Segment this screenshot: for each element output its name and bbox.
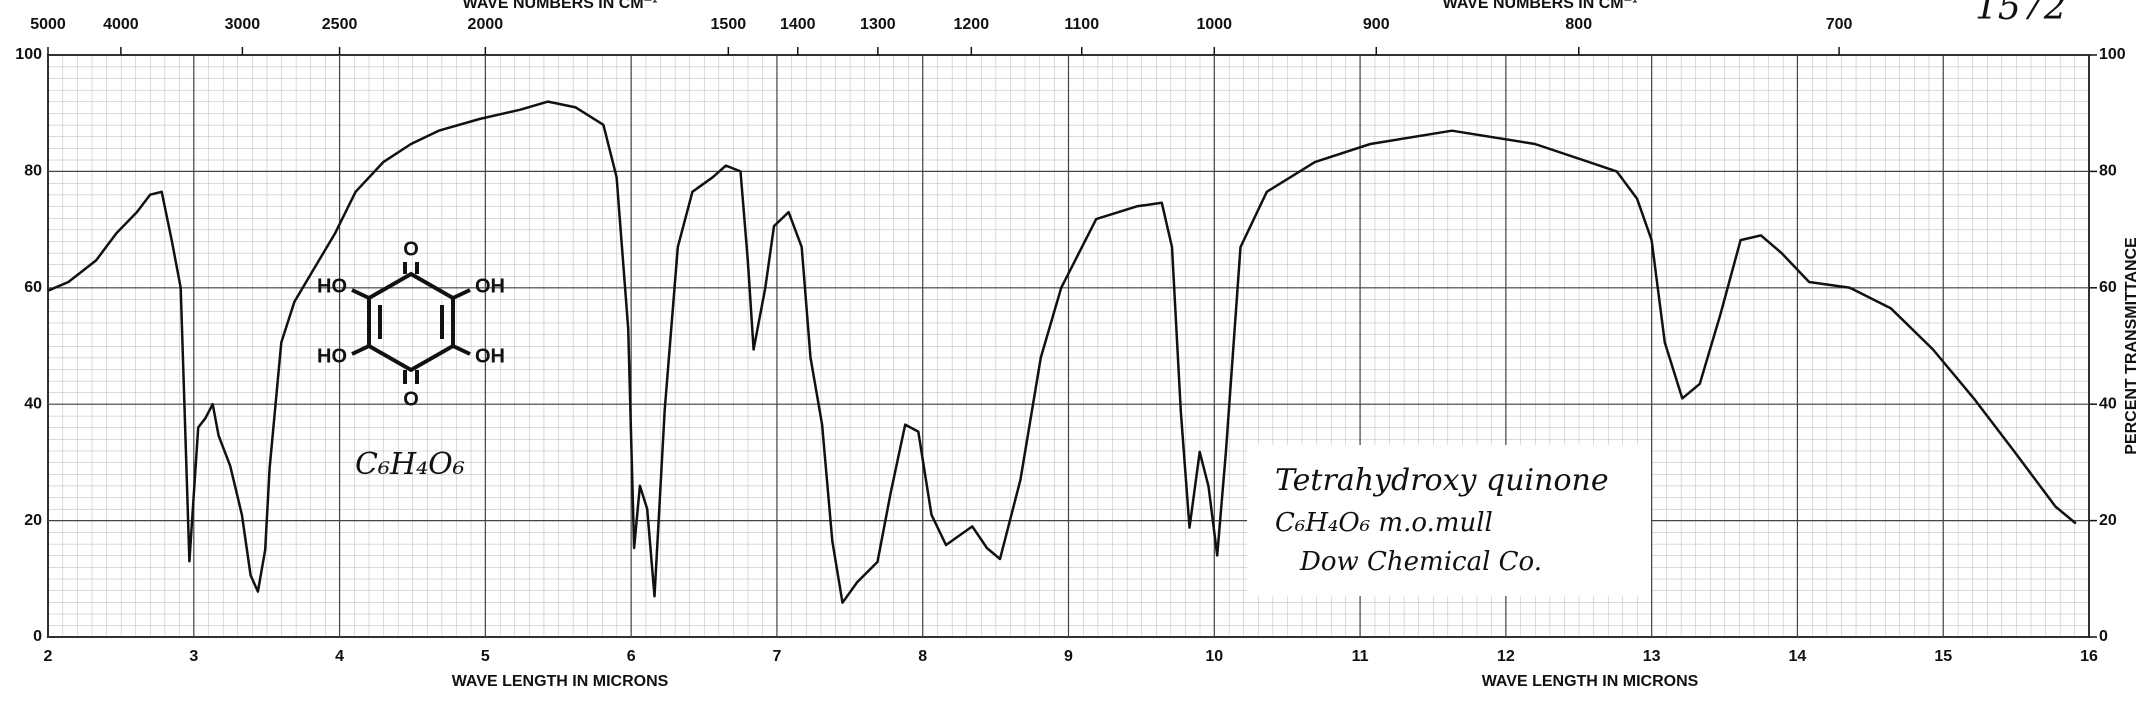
x-tick-label: 12 xyxy=(1497,648,1515,665)
x2-tick-label: 1300 xyxy=(860,16,896,33)
x-tick-label: 8 xyxy=(918,648,927,665)
x-tick-label: 15 xyxy=(1934,648,1952,665)
x-tick-label: 6 xyxy=(627,648,636,665)
x-tick-label: 3 xyxy=(189,648,198,665)
x2-tick-label: 800 xyxy=(1565,16,1592,33)
y-tick-label: 0 xyxy=(33,628,42,645)
atom-label: OH xyxy=(475,275,505,297)
x-tick-label: 7 xyxy=(772,648,781,665)
x2-tick-label: 900 xyxy=(1363,16,1390,33)
x-tick-label: 4 xyxy=(335,648,344,665)
x2-tick-label: 700 xyxy=(1826,16,1853,33)
structure xyxy=(351,262,471,384)
atom-label: HO xyxy=(317,275,347,297)
x-tick-label: 13 xyxy=(1643,648,1661,665)
annotation: Dow Chemical Co. xyxy=(1299,547,1542,577)
atom-label: O xyxy=(403,388,419,410)
y-tick-label: 80 xyxy=(24,163,42,180)
x-axis-title: WAVE LENGTH IN MICRONS xyxy=(1482,673,1699,690)
x2-tick-label: 2500 xyxy=(322,16,358,33)
x2-tick-label: 4000 xyxy=(103,16,139,33)
bond xyxy=(351,344,370,356)
y-tick-label: 20 xyxy=(24,512,42,529)
x2-axis-title: WAVE NUMBERS IN CM⁻¹ xyxy=(463,0,658,12)
x-tick-label: 11 xyxy=(1352,648,1369,665)
x2-tick-label: 1400 xyxy=(780,16,816,33)
x-tick-label: 5 xyxy=(481,648,490,665)
atom-label: OH xyxy=(475,345,505,367)
y-tick-label: 60 xyxy=(24,279,42,296)
y2-tick-label: 80 xyxy=(2099,163,2117,180)
bond xyxy=(452,344,471,356)
bond xyxy=(452,288,471,300)
x-tick-label: 16 xyxy=(2080,648,2098,665)
x-tick-label: 2 xyxy=(44,648,53,665)
y2-tick-label: 100 xyxy=(2099,46,2126,63)
x2-tick-label: 1000 xyxy=(1196,16,1232,33)
bond xyxy=(351,288,370,300)
atom-label: O xyxy=(403,238,419,260)
y2-tick-label: 20 xyxy=(2099,512,2117,529)
x2-tick-label: 3000 xyxy=(225,16,261,33)
x-tick-label: 14 xyxy=(1789,648,1807,665)
spectrum-line xyxy=(47,100,2077,604)
y-tick-label: 40 xyxy=(24,395,42,412)
y2-tick-label: 0 xyxy=(2099,628,2108,645)
x2-tick-label: 5000 xyxy=(30,16,66,33)
x2-tick-label: 2000 xyxy=(468,16,504,33)
marks xyxy=(47,54,2090,638)
x2-axis-title: WAVE NUMBERS IN CM⁻¹ xyxy=(1443,0,1638,12)
y2-axis-title: PERCENT TRANSMITTANCE xyxy=(2123,237,2140,455)
annotation: Tetrahydroxy quinone xyxy=(1275,463,1609,498)
y-tick-label: 100 xyxy=(15,46,42,63)
x2-tick-label: 1500 xyxy=(711,16,747,33)
x-axis-title: WAVE LENGTH IN MICRONS xyxy=(452,673,669,690)
x-tick-label: 10 xyxy=(1205,648,1223,665)
x2-tick-label: 1100 xyxy=(1064,16,1099,33)
x-tick-label: 9 xyxy=(1064,648,1073,665)
annotation: C₆H₄O₆ m.o.mull xyxy=(1275,508,1493,538)
x2-tick-label: 1200 xyxy=(954,16,990,33)
y2-tick-label: 60 xyxy=(2099,279,2117,296)
annotation: C₆H₄O₆ xyxy=(355,447,465,482)
annotation-box xyxy=(1247,445,1651,596)
annotation: 1572 xyxy=(1975,0,2067,28)
y2-tick-label: 40 xyxy=(2099,395,2117,412)
atom-label: HO xyxy=(317,345,347,367)
